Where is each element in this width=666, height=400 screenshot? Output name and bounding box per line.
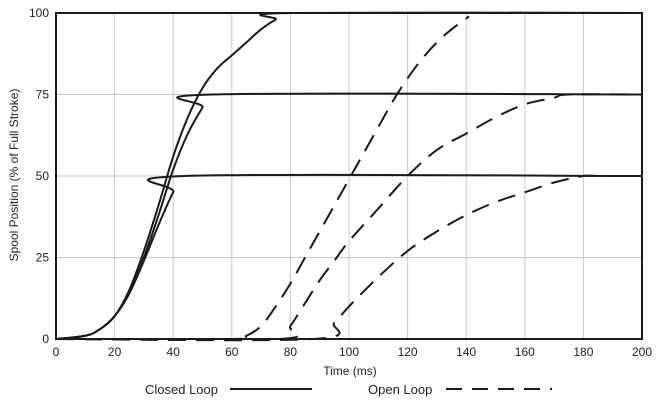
open-loop-line-4 [55,93,643,341]
y-tick-label: 50 [36,169,50,183]
x-tick-label: 40 [167,345,181,359]
open-loop-line-5 [55,174,642,342]
plot-frame [55,12,643,340]
x-tick-label: 140 [456,345,476,359]
x-axis-title: Time (ms) [323,364,377,378]
series-lines [55,11,643,342]
y-tick-label: 0 [42,332,49,346]
legend: Closed Loop Open Loop [145,382,552,397]
y-tick-label: 75 [36,88,50,102]
open-loop-line-3 [55,15,470,341]
x-tick-label: 160 [515,345,535,359]
x-tick-label: 0 [53,345,60,359]
y-tick-label: 25 [36,251,50,265]
closed-loop-line-2 [55,11,643,340]
x-tick-label: 60 [225,345,239,359]
y-tick-label: 100 [29,6,49,20]
x-tick-label: 80 [284,345,298,359]
x-tick-label: 100 [339,345,359,359]
x-axis-tick-labels: 0 20 40 60 80 100 120 140 160 180 200 [53,345,653,359]
y-axis-tick-labels: 0 25 50 75 100 [29,6,49,346]
x-tick-label: 180 [573,345,593,359]
x-tick-label: 20 [108,345,122,359]
y-axis-title: Spool Position (% of Full Stroke) [7,89,21,262]
x-tick-label: 120 [398,345,418,359]
legend-label-closed-loop: Closed Loop [145,382,218,397]
legend-label-open-loop: Open Loop [368,382,432,397]
x-tick-label: 200 [632,345,652,359]
